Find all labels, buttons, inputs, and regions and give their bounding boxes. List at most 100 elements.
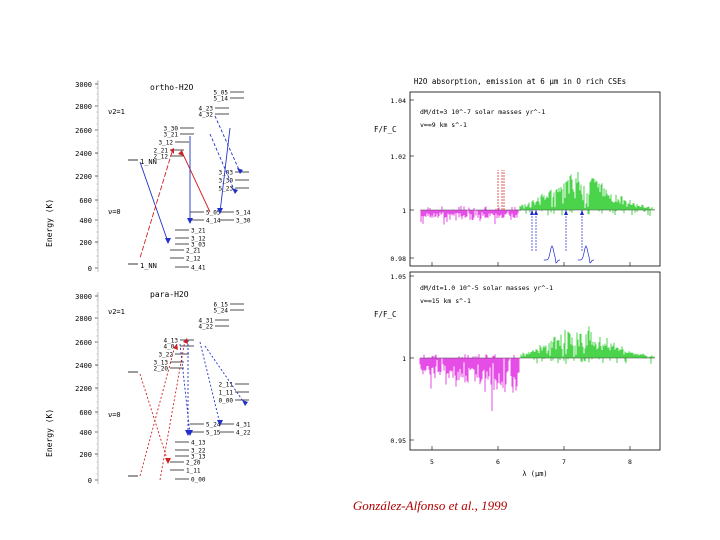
level-label: 3_12 [191,236,206,243]
level-label: 2_21 [154,148,169,155]
top-ytick-label: 1.02 [390,153,406,161]
level-label: 4_14 [206,218,221,225]
transition-arrow [209,133,236,193]
energy-tick-label: 200 [79,451,92,459]
bottom-ytick-label: 0.95 [390,437,406,445]
arrowhead [183,338,188,344]
top-panel-ylabel: F/F_C [374,125,397,134]
blue-marker-head [580,210,584,215]
energy-tick-label: 2600 [75,339,92,347]
level-label: 4_13 [191,440,206,447]
energy-tick-label: 2400 [75,150,92,158]
level-label: 4_41 [191,265,206,272]
level-label: 0_00 [219,398,234,405]
x-tick-label: 7 [562,458,566,466]
bottom-ytick-label: 1 [402,355,406,363]
level-label: 4_31 [199,318,214,325]
x-tick-label: 5 [430,458,434,466]
para-level-lines: 6_155_244_314_224_134_043_223_132_202_11… [128,302,251,484]
arrowhead [165,238,171,244]
arrowhead [242,400,248,406]
bottom-panel-ylabel: F/F_C [374,310,397,319]
bottom-panel-spectrum [419,326,655,412]
arrowhead [173,344,178,350]
level-label: 5_14 [214,96,229,103]
para-transition-arrows [139,338,248,481]
arrowhead [237,168,243,174]
arrowhead [170,148,174,154]
x-tick-label: 6 [496,458,500,466]
level-label: 3_13 [154,360,169,367]
blue-marker-head [530,210,534,215]
level-label: 4_22 [199,324,214,331]
energy-level-diagram: 3000 2800 2600 2400 2200 600 400 200 0 3000 2800 26… [45,80,251,485]
ortho-v-lower: ν=0 [108,208,121,216]
level-label: 3_30 [219,178,234,185]
ortho-band-label-upper: 1_NN [140,158,157,166]
bottom-panel-yticks: 1.05 1 0.95 [390,273,414,445]
energy-tick-label: 2400 [75,362,92,370]
energy-tick-label: 2200 [75,385,92,393]
energy-tick-label: 0 [88,265,92,273]
transition-arrow [139,151,173,259]
level-label: 5_15 [206,430,221,437]
para-v-lower: ν=0 [108,411,121,419]
level-label: 2_12 [186,256,201,263]
top-panel-yticks: 1.04 1.02 1 0.98 [390,97,414,263]
spectrum-figure: H2O absorption, emission at 6 μm in O ri… [374,77,661,478]
energy-tick-label: 2200 [75,173,92,181]
bottom-panel-annotation-2: v∞=15 km s^-1 [420,297,471,305]
level-label: 2_21 [186,248,201,255]
arrowhead [178,150,184,156]
level-label: 3_12 [159,140,174,147]
emission-lines [519,171,655,216]
x-axis-ticks: 5 6 7 8 [430,262,632,466]
transition-arrow [139,345,176,477]
energy-tick-label: 400 [79,217,92,225]
energy-tick-label: 0 [88,477,92,485]
level-label: 3_03 [219,170,234,177]
bottom-panel-frame [409,271,661,451]
level-label: 3_22 [159,352,174,359]
energy-tick-label: 200 [79,239,92,247]
blue-marker-head [534,210,538,215]
arrowhead [217,208,223,214]
level-label: 3_30 [164,126,179,133]
level-label: 2_20 [154,366,169,373]
energy-tick-label: 3000 [75,293,92,301]
para-v-upper: ν2=1 [108,308,125,316]
line-profile [577,245,595,264]
level-label: 3_21 [164,132,179,139]
level-label: 3_03 [191,242,206,249]
energy-axis-label: Energy (K) [45,199,54,247]
level-label: 4_22 [236,430,251,437]
energy-axis: 3000 2800 2600 2400 2200 600 400 200 0 3000 2800 26… [75,80,99,485]
bottom-panel-annotation-1: dM/dt=1.0 10^-5 solar masses yr^-1 [420,284,553,292]
x-tick-label: 8 [628,458,632,466]
level-label: 5_24 [214,308,229,315]
arrowhead [232,188,238,194]
level-label: 2_11 [219,382,234,389]
level-label: 2_20 [186,460,201,467]
level-label: 4_23 [199,106,214,113]
arrowhead [185,430,191,436]
top-ytick-label: 1.04 [390,97,406,105]
spectrum-title: H2O absorption, emission at 6 μm in O ri… [414,77,626,86]
top-ytick-label: 1 [402,207,406,215]
energy-tick-label: 2800 [75,103,92,111]
energy-tick-label: 600 [79,409,92,417]
energy-axis-label-lower: Energy (K) [45,409,54,457]
top-panel-annotation-1: dM/dt=3 10^-7 solar masses yr^-1 [420,108,545,116]
arrowhead [217,420,223,426]
bottom-ytick-label: 1.05 [390,273,406,281]
para-title: para-H2O [150,290,189,299]
level-label: 5_05 [206,210,221,217]
level-label: 2_12 [154,154,169,161]
transition-arrow [199,341,221,425]
level-label: 3_30 [236,218,251,225]
transition-arrow [219,127,231,213]
blue-marker-head [564,210,568,215]
transition-arrow [179,343,191,435]
citation: González-Alfonso et al., 1999 [352,498,508,513]
ortho-band-label-lower: 1_NN [140,262,157,270]
